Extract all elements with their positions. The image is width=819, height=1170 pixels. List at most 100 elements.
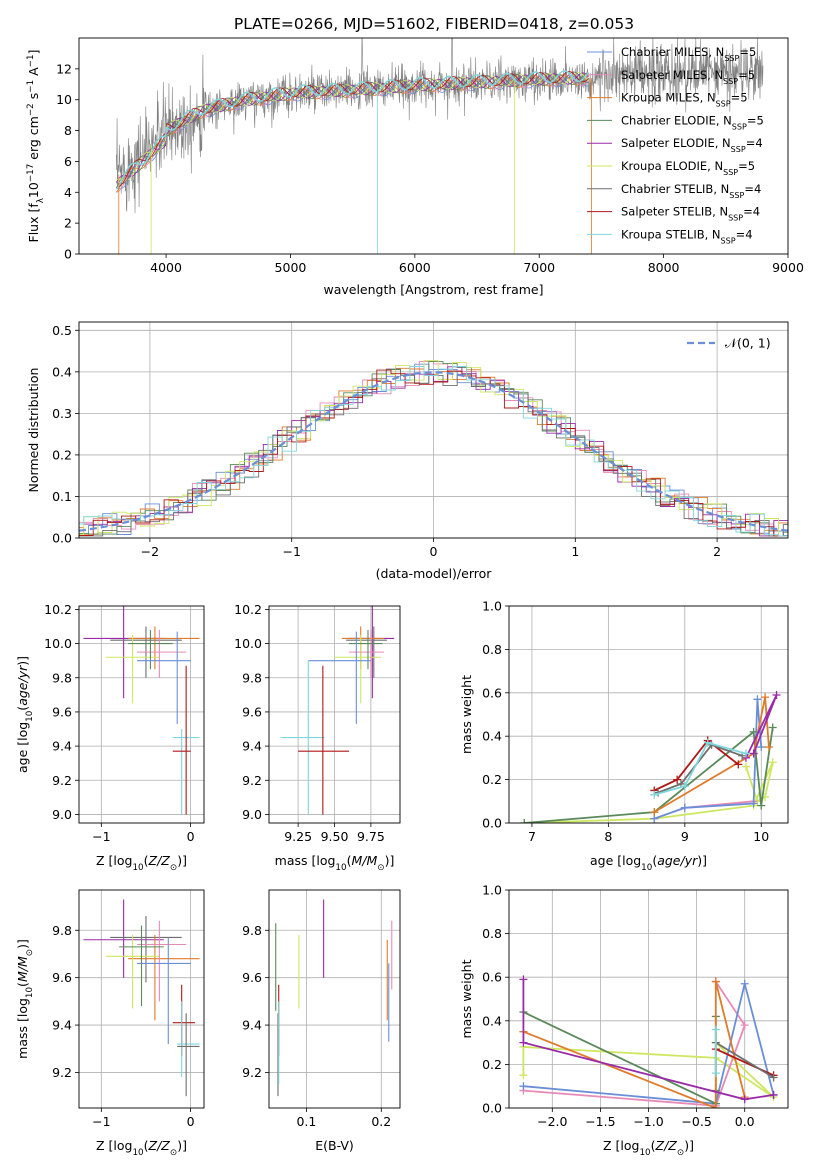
y-tick-label: 9.6: [52, 970, 72, 985]
y-tick-label: 2: [64, 216, 72, 231]
x-tick-label: 8: [604, 829, 612, 844]
weight-marker-kroupa_elodie: [768, 758, 777, 767]
gridlines: [269, 890, 400, 1108]
weight-line-salpeter_stelib: [653, 739, 739, 792]
histogram-kroupa_stelib: [79, 366, 788, 537]
x-axis-label: age [log10(age/yr)]: [590, 853, 707, 873]
y-tick-label: 9.2: [242, 1065, 262, 1080]
axes-frame: [78, 321, 789, 539]
model-spectrum-chabrier_stelib: [116, 71, 589, 185]
figure-title: PLATE=0266, MJD=51602, FIBERID=0418, z=0…: [234, 15, 634, 33]
y-tick-label: 9.4: [52, 1018, 72, 1033]
x-tick-label: 9: [681, 829, 689, 844]
x-tick-label: 7: [528, 829, 536, 844]
observed-spectrum-line: [116, 38, 764, 214]
x-axis-label: mass [log10(M/M⊙)]: [275, 853, 395, 873]
x-tick-label: 6000: [399, 260, 431, 275]
errorbar-chabrier_miles: [308, 631, 371, 724]
y-tick-label: 0.4: [52, 364, 72, 379]
panel-age-vs-mass: 9.25 9.50 9.75 9.0 9.2 9.4 9.6 9.8 10.0 10.2 mass …: [234, 602, 401, 873]
errorbar-kroupa_miles: [128, 935, 200, 1021]
axes-frame: [268, 605, 401, 824]
errorbar-salpeter_elodie: [83, 899, 164, 978]
legend-label-normal: 𝒩(0, 1): [725, 336, 771, 351]
y-axis-label: mass weight: [459, 675, 474, 754]
spectrum-legend: Chabrier MILES, NSSP=5 Salpeter MILES, NS…: [587, 45, 764, 245]
y-tick-label: 9.2: [242, 773, 262, 788]
y-tick-label: 0.0: [482, 1101, 502, 1116]
x-tick-label: 0.0: [735, 1114, 755, 1129]
y-tick-label: 0.1: [52, 489, 72, 504]
weight-line-salpeter_elodie: [522, 979, 774, 1101]
y-tick-label: 9.6: [242, 704, 262, 719]
legend-label-salpeter_stelib: Salpeter STELIB, NSSP=4: [621, 205, 760, 223]
histogram-salpeter_stelib: [79, 369, 788, 537]
y-axis-label: mass weight: [459, 959, 474, 1038]
legend-label-kroupa_miles: Kroupa MILES, NSSP=5: [621, 91, 748, 109]
axes-frame: [508, 889, 789, 1109]
y-tick-label: 0.4: [482, 729, 502, 744]
y-tick-label: 9.4: [242, 1018, 262, 1033]
y-tick-label: 9.8: [242, 923, 262, 938]
legend-label-kroupa_stelib: Kroupa STELIB, NSSP=4: [621, 227, 753, 245]
y-tick-label: 9.6: [242, 970, 262, 985]
x-axis-label: Z [log10(Z/Z⊙)]: [96, 853, 187, 873]
model-spectrum-salpeter_elodie: [115, 72, 590, 183]
errorbar-chabrier_miles: [137, 937, 191, 1045]
weight-marker-chabrier_miles: [753, 695, 762, 704]
weight-marker-kroupa_stelib: [680, 782, 689, 791]
y-tick-label: 0.2: [482, 772, 502, 787]
weight-line-kroupa_elodie: [524, 761, 774, 823]
y-axis-label: Normed distribution: [26, 368, 41, 493]
plot-area: [115, 38, 764, 254]
y-tick-label: 4: [64, 185, 72, 200]
panel-residual-histogram: −2 −1 0 1 2 0.0 0.1 0.2 0.3 0.4 0.5 𝒩(0, 1) (data-mo…: [26, 321, 789, 581]
panel-mass-vs-ebv: 0.1 0.2 9.2 9.4 9.6 9.8 E(B-V): [242, 889, 401, 1153]
x-axis-label: wavelength [Angstrom, rest frame]: [323, 282, 543, 297]
plot-area: [519, 975, 778, 1108]
y-tick-label: 0.4: [482, 1013, 502, 1028]
y-tick-label: 9.8: [52, 923, 72, 938]
y-tick-label: 0.5: [52, 323, 72, 338]
weight-marker-salpeter_elodie: [769, 1090, 778, 1099]
weight-marker-chabrier_miles: [519, 1082, 528, 1091]
weight-marker-chabrier_elodie: [520, 819, 529, 823]
gridlines: [509, 605, 788, 824]
y-tick-label: 9.8: [242, 670, 262, 685]
weight-marker-kroupa_miles: [761, 693, 770, 702]
axes-frame: [78, 605, 205, 824]
y-tick-label: 9.6: [52, 704, 72, 719]
weight-marker-chabrier_elodie: [757, 801, 766, 810]
x-tick-label: 0.1: [296, 1114, 316, 1129]
x-tick-label: 0: [430, 544, 438, 559]
y-axis-label: Flux [fλ10−17 erg cm−2 s−1 A−1]: [26, 50, 46, 243]
model-spectrum-kroupa_elodie: [116, 71, 589, 181]
gridlines: [79, 322, 788, 539]
x-tick-label: −2.0: [537, 1114, 567, 1129]
weight-marker-chabrier_miles: [680, 803, 689, 812]
y-tick-label: 1.0: [482, 599, 502, 614]
y-tick-label: 9.2: [52, 773, 72, 788]
y-tick-label: 10: [56, 92, 72, 107]
errorbar-chabrier_stelib: [177, 1013, 200, 1097]
axes-frame: [78, 889, 205, 1109]
y-tick-label: 10.2: [44, 602, 72, 617]
y-tick-label: 0.8: [482, 926, 502, 941]
y-tick-label: 10.0: [234, 636, 262, 651]
x-axis-label: E(B-V): [315, 1138, 354, 1153]
weight-marker-kroupa_stelib: [711, 1025, 720, 1034]
legend-label-chabrier_elodie: Chabrier ELODIE, NSSP=5: [621, 113, 764, 130]
weight-marker-salpeter_elodie: [749, 749, 758, 758]
x-tick-label: −1.0: [633, 1114, 663, 1129]
x-tick-label: 2: [713, 544, 721, 559]
weight-marker-chabrier_elodie: [749, 727, 758, 736]
y-tick-label: 9.0: [52, 807, 72, 822]
x-tick-label: 8000: [648, 260, 680, 275]
legend-label-salpeter_miles: Salpeter MILES, NSSP=5: [621, 68, 755, 86]
panel-mass-vs-metallicity: −1 0 9.2 9.4 9.6 9.8 Z [log10(Z/Z⊙)] mass [log1…: [15, 889, 205, 1158]
weight-marker-kroupa_stelib: [703, 738, 712, 747]
weight-marker-kroupa_stelib: [741, 749, 750, 758]
weight-line-chabrier_stelib: [715, 1041, 775, 1079]
y-tick-label: 0: [64, 247, 72, 262]
x-tick-label: 7000: [523, 260, 555, 275]
